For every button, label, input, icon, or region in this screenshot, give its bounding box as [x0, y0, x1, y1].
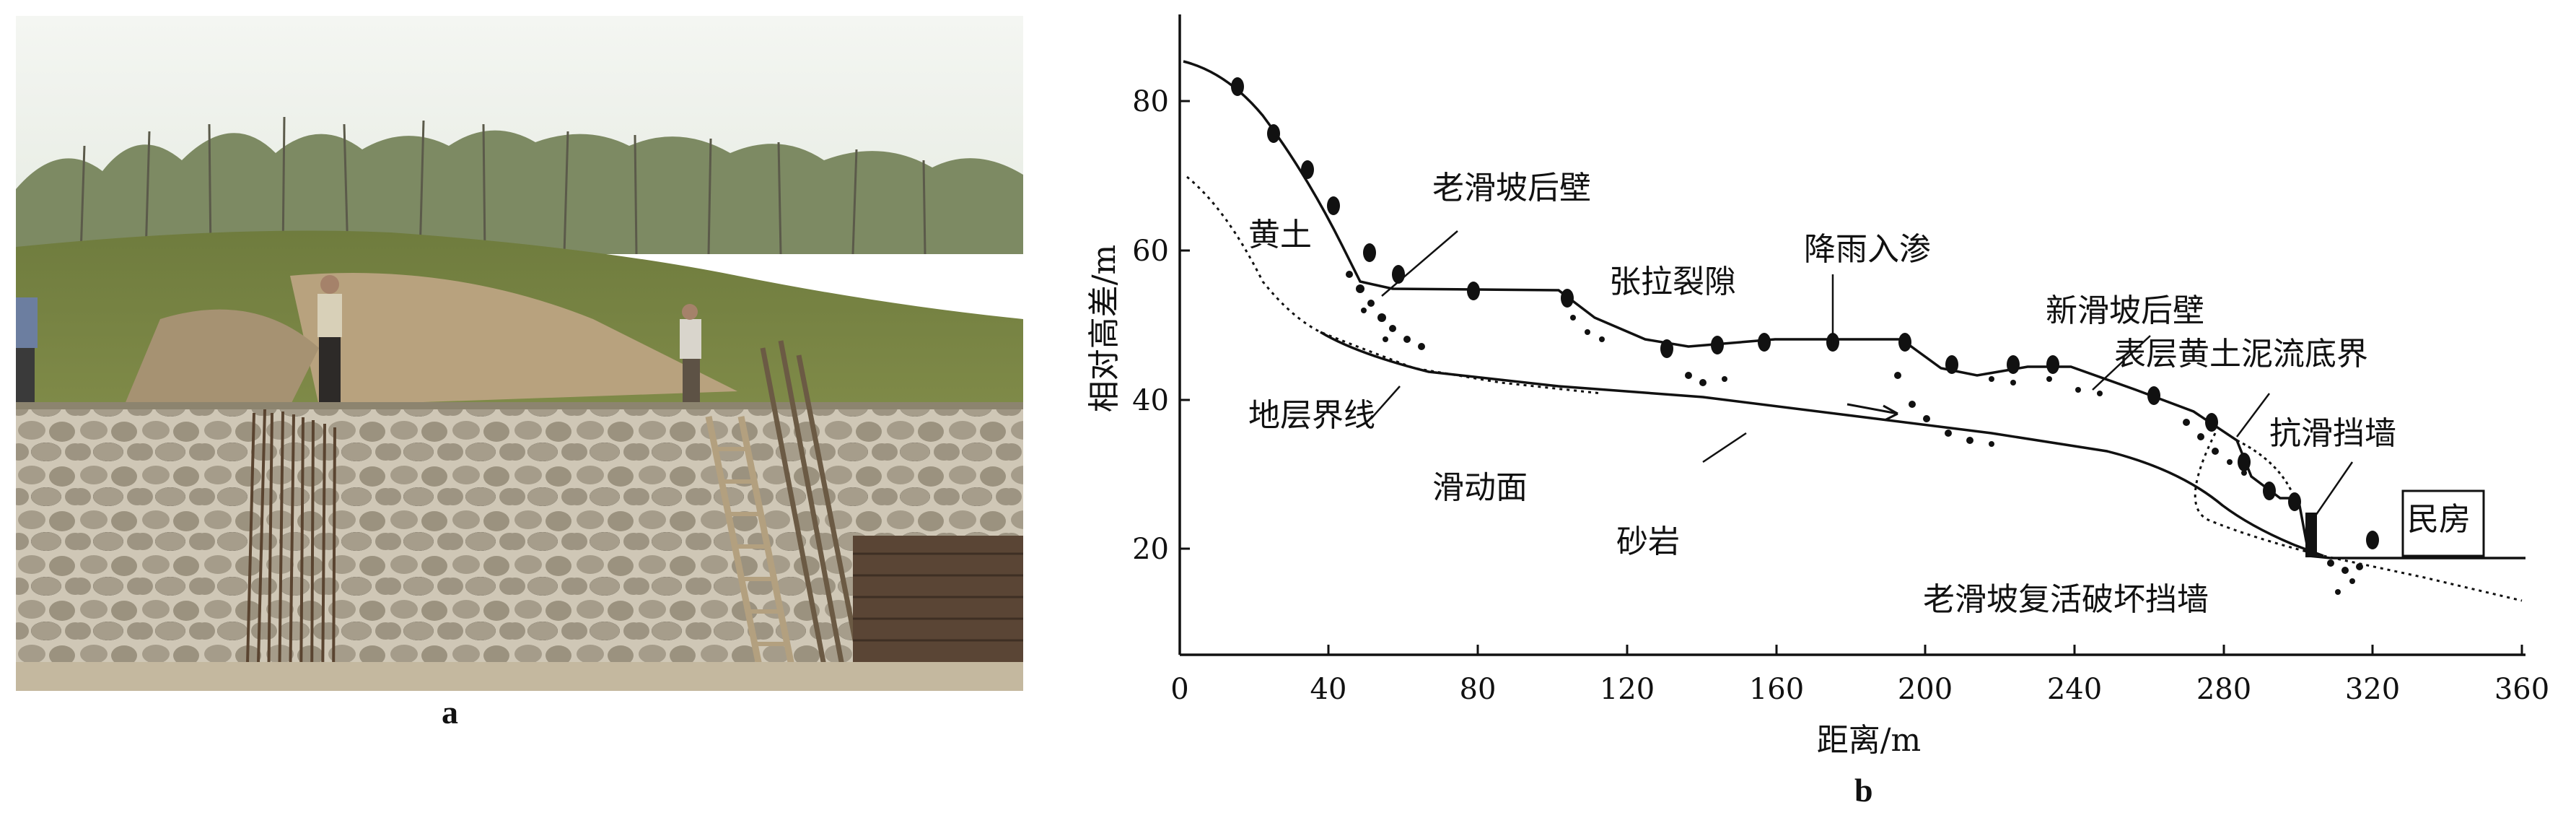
x-tick-label: 0	[1170, 673, 1188, 706]
label-new-landslide-back-wall: 新滑坡后壁	[2046, 292, 2204, 329]
leader-line	[2092, 335, 2151, 391]
label-revived-landslide-damaged-wall: 老滑坡复活破坏挡墙	[1923, 581, 2209, 618]
x-tick-label: 280	[2196, 673, 2251, 706]
y-tick-label: 60	[1132, 235, 1169, 268]
x-tick-label: 120	[1600, 673, 1655, 706]
label-old-landslide-back-wall: 老滑坡后壁	[1432, 170, 1591, 206]
x-tick-label: 200	[1898, 673, 1953, 706]
leader-line	[1702, 432, 1747, 463]
x-tick-label: 40	[1310, 673, 1347, 706]
slide-direction-arrow	[1883, 404, 1898, 422]
cross-section-diagram: 0 40 80 120 160 200 240 280 320 360 20 4…	[1086, 14, 2549, 759]
label-tension-cracks: 张拉裂隙	[1609, 264, 1736, 300]
ground-surface-line	[1183, 60, 2525, 559]
label-anti-slide-wall: 抗滑挡墙	[2269, 415, 2396, 452]
label-rainfall-infiltration: 降雨入渗	[1804, 231, 1931, 268]
x-tick-label: 320	[2345, 673, 2400, 706]
anti-slide-wall-symbol	[2305, 513, 2317, 557]
label-sandstone: 砂岩	[1616, 523, 1680, 560]
x-tick-label: 80	[1460, 673, 1497, 706]
field-photo	[16, 16, 1023, 692]
leader-line	[1370, 386, 1401, 419]
y-tick-label: 40	[1132, 384, 1169, 417]
label-stratum-boundary: 地层界线	[1248, 397, 1375, 434]
panel-label-b: b	[1854, 772, 1873, 809]
leader-line	[2311, 461, 2354, 521]
tree-symbol	[1231, 77, 2379, 549]
label-sliding-surface: 滑动面	[1432, 469, 1528, 506]
x-tick-label: 160	[1749, 673, 1804, 706]
person-figure	[680, 304, 701, 406]
panel-label-a: a	[442, 694, 458, 731]
ladder	[705, 416, 795, 666]
sliding-surface-line	[1320, 331, 2324, 557]
y-tick-label: 80	[1132, 85, 1169, 118]
person-figure	[317, 275, 342, 406]
leader-line	[1381, 230, 1458, 297]
x-axis-title: 距离/m	[1817, 722, 1922, 759]
x-tick-label: 240	[2047, 673, 2102, 706]
stratum-boundary-line	[1186, 175, 1603, 395]
label-dwelling: 民房	[2407, 501, 2471, 538]
dwelling-symbol	[2401, 489, 2485, 557]
y-tick-label: 20	[1132, 533, 1169, 566]
x-tick-label: 360	[2494, 673, 2549, 706]
y-axis-title: 相对高差/m	[1086, 245, 1123, 413]
diagram-panel-b: 0 40 80 120 160 200 240 280 320 360 20 4…	[1053, 0, 2576, 820]
debris-cluster	[1346, 271, 2363, 595]
leader-line	[2236, 393, 2270, 437]
label-loess: 黄土	[1248, 217, 1312, 253]
photo-panel-a	[16, 16, 1023, 692]
person-figure	[16, 297, 38, 406]
label-surface-loess-mudflow-base: 表层黄土泥流底界	[2114, 336, 2368, 373]
